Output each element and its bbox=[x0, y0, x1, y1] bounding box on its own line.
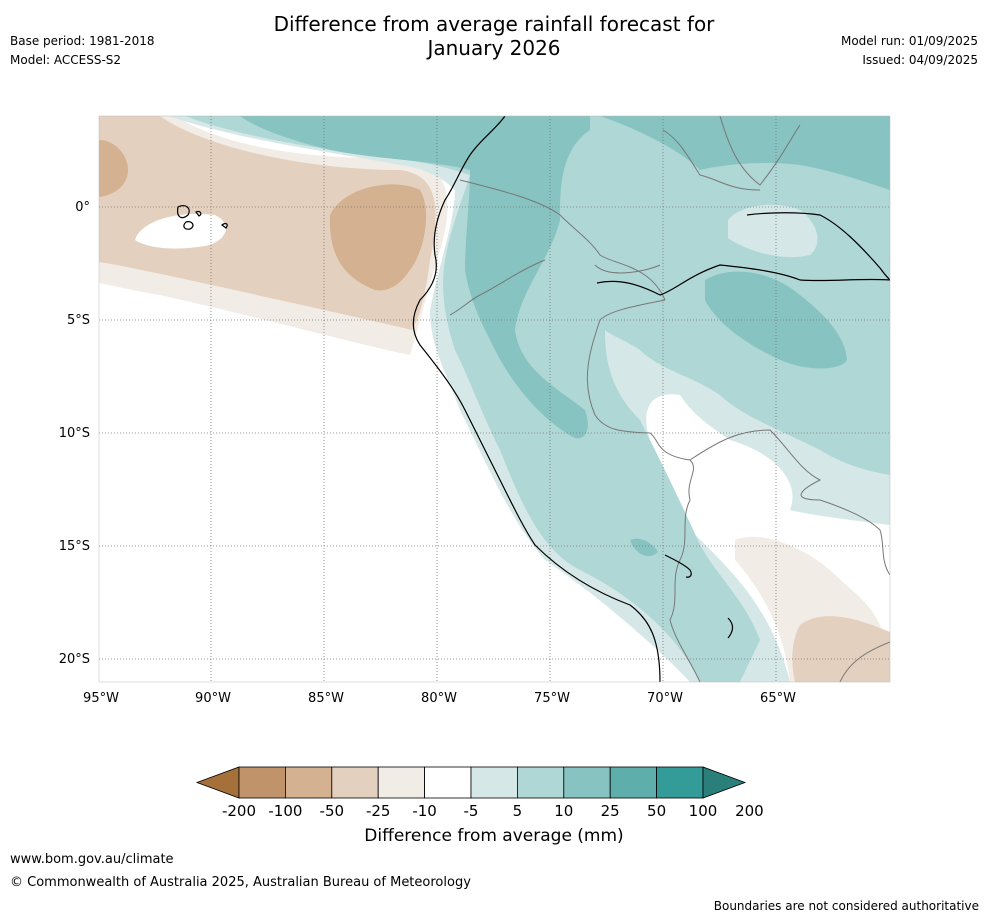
lon-label-90w: 90°W bbox=[195, 691, 231, 706]
lat-label-10s: 10°S bbox=[59, 426, 90, 441]
colorbar-bin bbox=[331, 766, 379, 799]
colorbar-bin bbox=[656, 766, 704, 799]
colorbar-title: Difference from average (mm) bbox=[364, 826, 624, 846]
colorbar-tick-label: -50 bbox=[320, 802, 345, 820]
issued-date: Issued: 04/09/2025 bbox=[862, 53, 978, 67]
colorbar-extend-low bbox=[195, 766, 240, 799]
colorbar-tick-label: -200 bbox=[222, 802, 256, 820]
colorbar-bin bbox=[284, 766, 333, 799]
colorbar-bin bbox=[238, 766, 286, 799]
colorbar-bin bbox=[609, 766, 658, 799]
colorbar-bin bbox=[517, 766, 565, 799]
colorbar-bin bbox=[470, 766, 518, 799]
rainfall-anomaly-field bbox=[99, 116, 890, 682]
lon-label-80w: 80°W bbox=[421, 691, 457, 706]
wet-strong-region-altiplano bbox=[630, 538, 658, 556]
colorbar-tick-label: 10 bbox=[554, 802, 573, 820]
lon-label-65w: 65°W bbox=[760, 691, 796, 706]
colorbar-tick-label: -25 bbox=[366, 802, 391, 820]
colorbar-tick-label: -10 bbox=[412, 802, 437, 820]
coastlines bbox=[177, 116, 890, 682]
colorbar-ticks: -200 -100 -50 -25 -10 -5 5 10 25 50 100 200 bbox=[222, 802, 764, 820]
colorbar-tick-label: 100 bbox=[689, 802, 718, 820]
pacific-drier-region-east bbox=[329, 184, 427, 291]
lat-label-20s: 20°S bbox=[59, 652, 90, 667]
longitude-labels: 95°W 90°W 85°W 80°W 75°W 70°W 65°W bbox=[83, 691, 796, 706]
country-borders bbox=[449, 116, 890, 682]
lon-label-75w: 75°W bbox=[534, 691, 570, 706]
pacific-drier-region-west bbox=[99, 140, 128, 197]
map-frame bbox=[98, 115, 891, 683]
meta-left: Base period: 1981-2018 Model: ACCESS-S2 bbox=[10, 32, 155, 70]
amazon-light-patch bbox=[728, 204, 818, 258]
latitude-labels: 0° 5°S 10°S 15°S 20°S bbox=[59, 200, 90, 667]
lon-label-95w: 95°W bbox=[83, 691, 119, 706]
colorbar-bin bbox=[424, 766, 472, 799]
pacific-dry-region bbox=[99, 116, 436, 330]
wet-strong-region-northeast bbox=[600, 116, 890, 190]
base-period: Base period: 1981-2018 bbox=[10, 34, 155, 48]
website-url[interactable]: www.bom.gov.au/climate bbox=[10, 852, 174, 867]
colorbar-bin bbox=[377, 766, 426, 799]
meta-right: Model run: 01/09/2025 Issued: 04/09/2025 bbox=[841, 32, 978, 70]
colorbar-tick-label: 5 bbox=[513, 802, 523, 820]
galapagos-white-patch bbox=[135, 213, 226, 249]
colorbar-tick-label: 25 bbox=[601, 802, 620, 820]
wet-strong-region-north bbox=[240, 116, 590, 439]
lon-label-85w: 85°W bbox=[308, 691, 344, 706]
southeast-dry-region bbox=[792, 616, 890, 682]
title-line-2: January 2026 bbox=[427, 36, 561, 60]
graticule bbox=[99, 116, 890, 682]
colorbar bbox=[195, 766, 747, 799]
map-title: Difference from average rainfall forecas… bbox=[0, 12, 988, 60]
boundary-disclaimer: Boundaries are not considered authoritat… bbox=[713, 899, 979, 913]
lon-label-70w: 70°W bbox=[647, 691, 683, 706]
model-run: Model run: 01/09/2025 bbox=[840, 34, 978, 48]
lat-label-0: 0° bbox=[75, 200, 90, 215]
colorbar-extend-high bbox=[702, 766, 747, 799]
colorbar-tick-label: 200 bbox=[735, 802, 764, 820]
colorbar-tick-label: 50 bbox=[647, 802, 666, 820]
copyright-notice: © Commonwealth of Australia 2025, Austra… bbox=[10, 875, 471, 890]
colorbar-tick-label: -100 bbox=[268, 802, 302, 820]
lat-label-5s: 5°S bbox=[67, 313, 90, 328]
model-name: Model: ACCESS-S2 bbox=[10, 53, 122, 67]
title-line-1: Difference from average rainfall forecas… bbox=[273, 12, 715, 36]
colorbar-bin bbox=[563, 766, 611, 799]
lat-label-15s: 15°S bbox=[59, 539, 90, 554]
colorbar-tick-label: -5 bbox=[464, 802, 479, 820]
